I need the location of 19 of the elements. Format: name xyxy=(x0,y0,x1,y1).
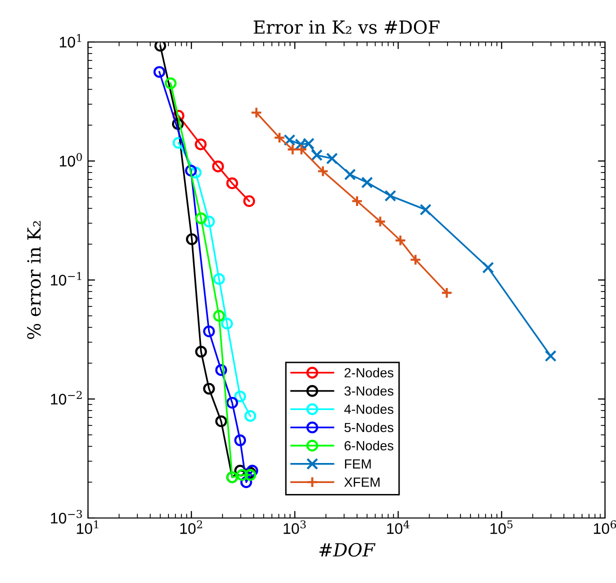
legend-label: 6-Nodes xyxy=(344,440,394,450)
y-tick-label: 10$^{−2}$ xyxy=(51,390,82,405)
y-tick-label: 10$^{0}$ xyxy=(60,152,82,167)
x-tick-label: 10$^{3}$ xyxy=(284,520,306,534)
x-tick-label: 10$^{6}$ xyxy=(594,520,616,534)
y-tick-label: 10$^{1}$ xyxy=(60,34,82,48)
y-tick-label: 10$^{−1}$ xyxy=(51,272,82,286)
legend-label: 5-Nodes xyxy=(344,422,394,432)
legend-label: 4-Nodes xyxy=(344,404,394,414)
y-axis-title: % error in K₂ xyxy=(27,221,41,339)
legend-label: 3-Nodes xyxy=(344,386,394,396)
x-tick-label: 10$^{4}$ xyxy=(387,520,410,534)
x-tick-label: 10$^{2}$ xyxy=(180,520,202,534)
legend-label: 2-Nodes xyxy=(344,368,394,378)
legend-label: XFEM xyxy=(344,478,380,487)
legend-label: FEM xyxy=(345,459,371,468)
chart-title: Error in K₂ vs #DOF xyxy=(254,20,440,34)
x-tick-label: 10$^{5}$ xyxy=(490,520,512,534)
x-axis-title: #DOF xyxy=(319,542,376,557)
